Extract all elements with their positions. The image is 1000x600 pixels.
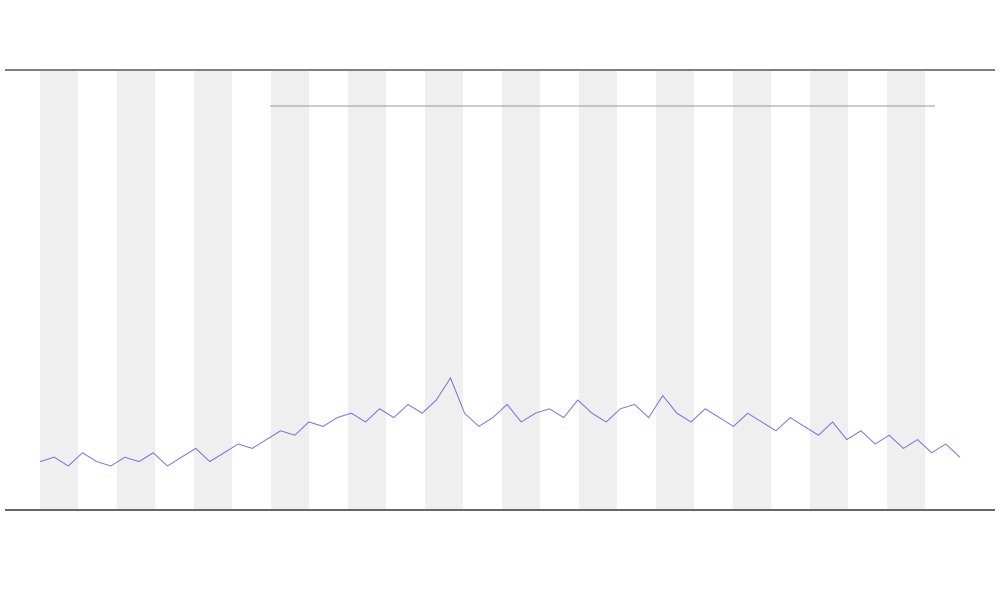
band [271, 71, 309, 509]
data-line [39, 376, 961, 467]
band [194, 71, 232, 509]
band [40, 71, 78, 509]
band [733, 71, 771, 509]
background-bands [40, 71, 925, 509]
band [502, 71, 540, 509]
band [348, 71, 386, 509]
band [656, 71, 694, 509]
band [887, 71, 925, 509]
band [425, 71, 463, 509]
band [810, 71, 848, 509]
band [117, 71, 155, 509]
band [579, 71, 617, 509]
